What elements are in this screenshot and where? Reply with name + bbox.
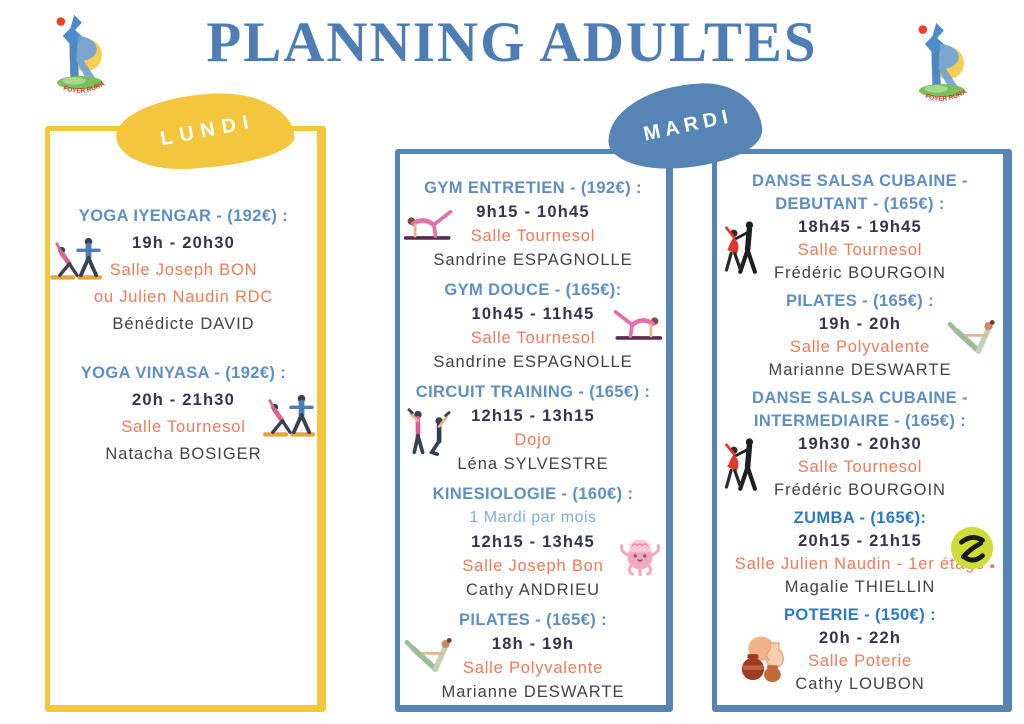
pottery-icon [739,630,791,682]
session-instructor: Magalie THIELLIN [784,578,936,596]
pilates-pose-icon [400,634,458,680]
session-card: YOGA VINYASA - (192€) : 20h - 21h30 Sall… [50,360,317,468]
session-instructor: Sandrine ESPAGNOLLE [433,251,633,269]
session-room: Dojo [514,431,552,449]
octopus-brain-icon [618,534,662,576]
zumba-logo-icon [949,525,995,571]
session-room: Salle Tournesol [797,241,923,259]
gym-stretch-icon [402,204,458,242]
session-card: PILATES - (165€) : 19h - 20h Salle Polyv… [717,290,1003,382]
session-card: POTERIE - (150€) : 20h - 22h Salle Poter… [717,604,1003,696]
session-card: CIRCUIT TRAINING - (165€) : 12h15 - 13h1… [400,380,666,476]
session-time: 20h15 - 21h15 [798,532,922,550]
session-instructor: Marianne DESWARTE [441,683,625,701]
yoga-couple-icon [261,392,319,438]
salsa-couple-icon [721,435,765,495]
session-time: 12h15 - 13h15 [471,407,595,425]
session-instructor: Cathy LOUBON [795,675,925,693]
gym-stretch-icon [608,304,664,342]
session-title: PILATES - (165€) : [785,292,935,310]
session-instructor: Frédéric BOURGOIN [774,264,946,282]
mardi-column-1: GYM ENTRETIEN - (192€) : 9h15 - 10h45 Sa… [395,149,673,712]
yoga-couple-icon [48,235,106,281]
day-label-text: LUNDI [159,109,258,150]
session-title: ZUMBA - (165€): [793,509,927,527]
session-card: PILATES - (165€) : 18h - 19h Salle Polyv… [400,608,666,704]
session-time: 20h - 21h30 [131,391,236,409]
session-title: YOGA VINYASA - (192€) : [80,364,287,382]
session-room: Salle Polyvalente [789,338,931,356]
session-instructor: Bénédicte DAVID [112,315,255,333]
session-room: Salle Tournesol [797,458,923,476]
session-title: YOGA IYENGAR - (192€) : [78,207,289,225]
session-room: Salle Polyvalente [462,659,604,677]
session-time: 12h15 - 13h45 [471,533,595,551]
session-time: 18h - 19h [491,635,575,653]
session-title: PILATES - (165€) : [458,611,608,629]
session-card: YOGA IYENGAR - (192€) : 19h - 20h30 Sall… [50,203,317,338]
page-title: PLANNING ADULTES [206,11,818,74]
session-room: Salle Tournesol [470,227,596,245]
session-time: 19h - 20h30 [131,234,236,252]
session-title: GYM ENTRETIEN - (192€) : [424,179,642,197]
session-time: 19h30 - 20h30 [798,435,922,453]
session-instructor: Frédéric BOURGOIN [774,481,946,499]
session-instructor: Léna SYLVESTRE [457,455,609,473]
session-time: 20h - 22h [818,629,902,647]
session-room: Salle Poterie [808,652,912,670]
lundi-column: YOGA IYENGAR - (192€) : 19h - 20h30 Sall… [45,126,326,712]
session-note: 1 Mardi par mois [469,509,597,526]
session-card: GYM ENTRETIEN - (192€) : 9h15 - 10h45 Sa… [400,176,666,272]
session-card: GYM DOUCE - (165€): 10h45 - 11h45 Salle … [400,278,666,374]
session-instructor: Marianne DESWARTE [768,361,952,379]
session-title: DANSE SALSA CUBAINE - INTERMEDIAIRE - (1… [752,389,968,430]
dumbbell-duo-icon [406,406,452,458]
session-time: 9h15 - 10h45 [476,203,590,221]
session-instructor: Natacha BOSIGER [105,445,262,463]
day-label-text: MARDI [641,104,735,145]
session-card: DANSE SALSA CUBAINE - DEBUTANT - (165€) … [717,170,1003,285]
mardi-column-2: DANSE SALSA CUBAINE - DEBUTANT - (165€) … [712,149,1012,712]
session-card: KINESIOLOGIE - (160€) : 1 Mardi par mois… [400,482,666,602]
session-room: Salle Joseph BON ou Julien Naudin RDC [93,261,274,306]
session-title: DANSE SALSA CUBAINE - DEBUTANT - (165€) … [752,172,968,213]
session-card: ZUMBA - (165€): 20h15 - 21h15 Salle Juli… [717,507,1003,599]
session-room: Salle Joseph Bon [462,557,604,575]
foyer-rural-logo [898,18,984,108]
session-title: GYM DOUCE - (165€): [444,281,622,299]
foyer-rural-logo [36,10,122,100]
session-title: CIRCUIT TRAINING - (165€) : [415,383,651,401]
salsa-couple-icon [721,218,765,278]
session-instructor: Cathy ANDRIEU [465,581,601,599]
session-title: POTERIE - (150€) : [783,606,937,624]
session-title: KINESIOLOGIE - (160€) : [432,485,634,503]
session-room: Salle Tournesol [470,329,596,347]
session-room: Salle Tournesol [121,418,246,436]
session-time: 18h45 - 19h45 [798,218,922,236]
pilates-pose-icon [943,316,1001,362]
session-time: 19h - 20h [818,315,902,333]
session-time: 10h45 - 11h45 [471,305,595,323]
session-card: DANSE SALSA CUBAINE - INTERMEDIAIRE - (1… [717,387,1003,502]
session-instructor: Sandrine ESPAGNOLLE [433,353,633,371]
